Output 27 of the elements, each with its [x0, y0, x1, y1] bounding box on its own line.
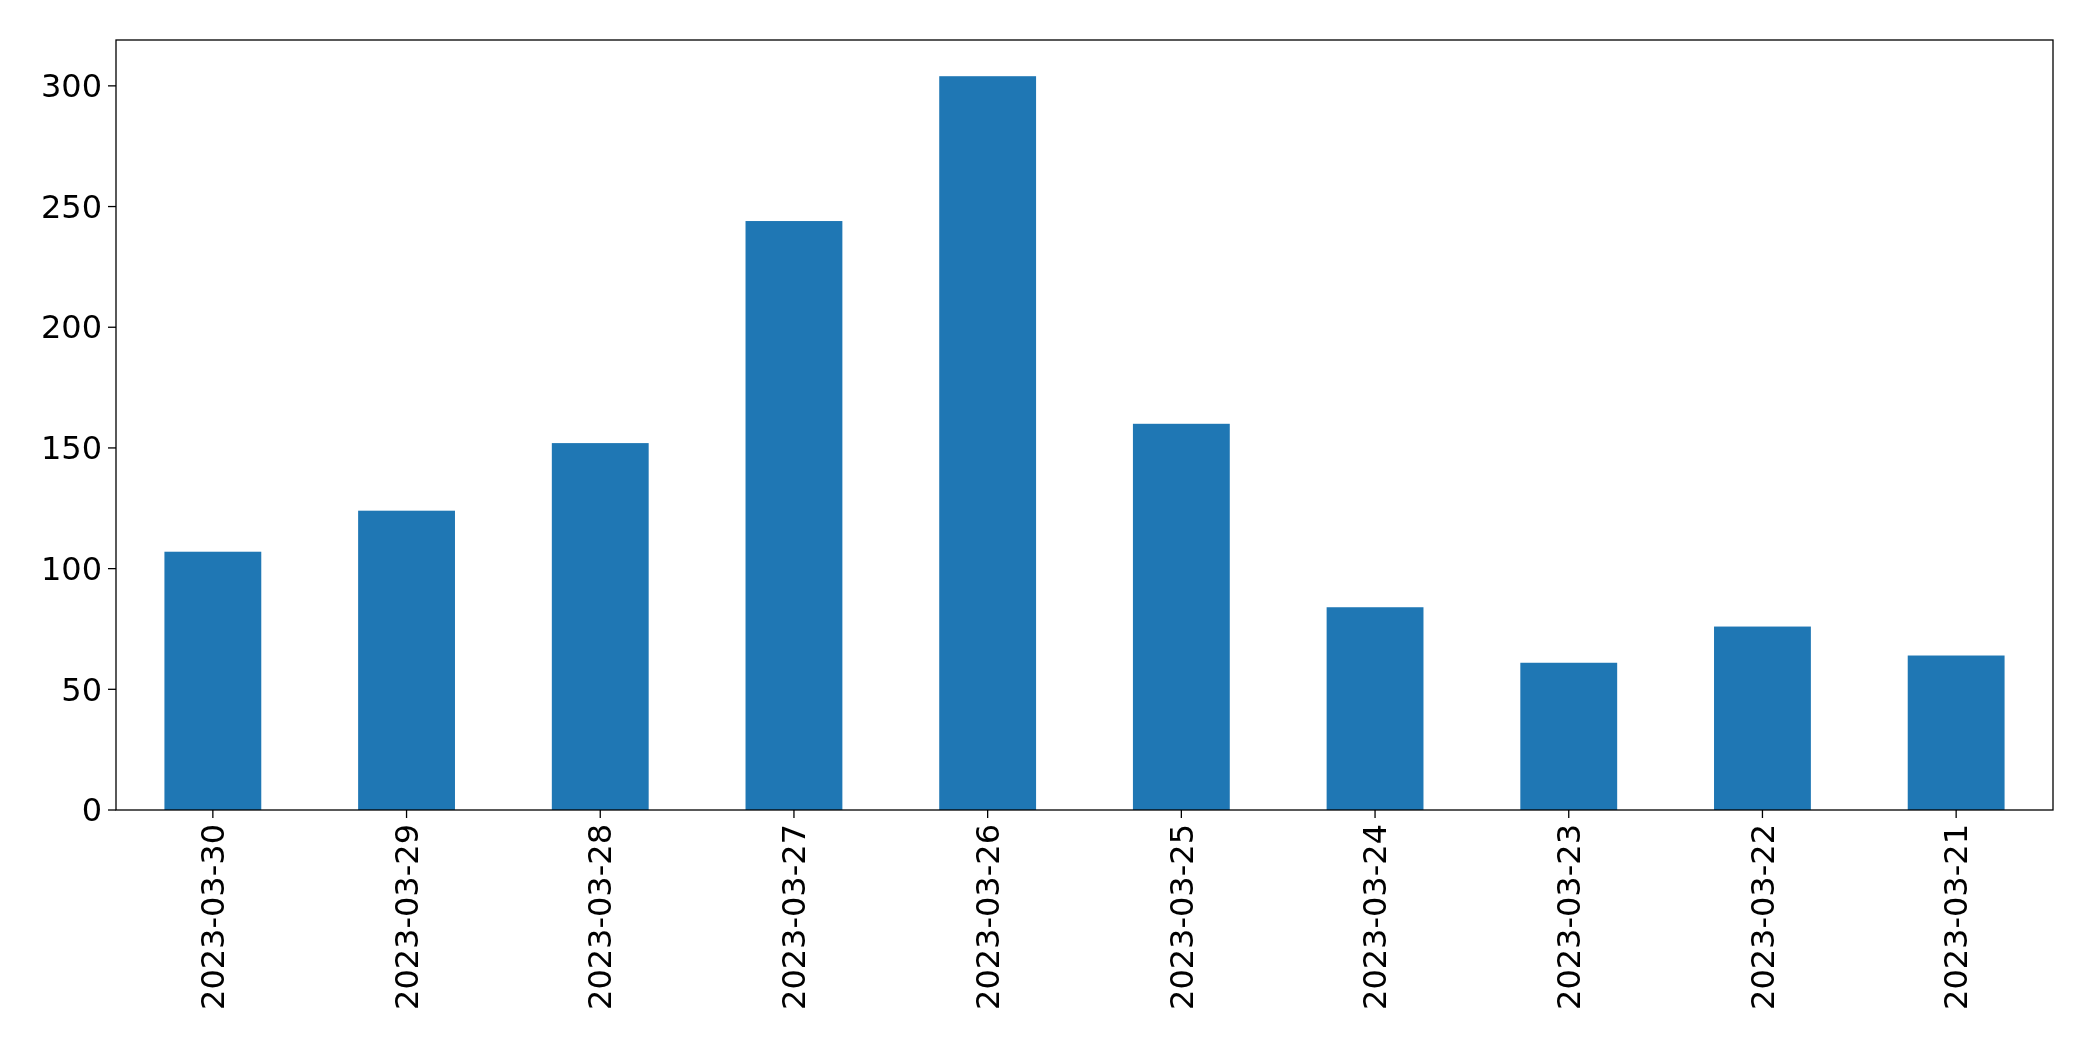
x-tick-label: 2023-03-26 — [968, 824, 1007, 1010]
x-tick-label: 2023-03-22 — [1743, 824, 1782, 1010]
bar — [164, 551, 262, 810]
x-tick-label: 2023-03-25 — [1162, 824, 1201, 1010]
bar — [1132, 423, 1230, 810]
x-tick-label: 2023-03-24 — [1356, 824, 1395, 1010]
x-tick-label: 2023-03-30 — [194, 824, 233, 1010]
x-tick-label: 2023-03-29 — [387, 824, 426, 1010]
bar — [1520, 662, 1618, 810]
bar — [1714, 626, 1811, 810]
y-tick-label: 300 — [40, 67, 102, 106]
bar — [1907, 655, 2005, 810]
bar — [1326, 607, 1424, 810]
y-tick-label: 50 — [61, 670, 102, 709]
bar — [551, 443, 649, 810]
y-tick-label: 200 — [40, 308, 102, 347]
x-tick-label: 2023-03-23 — [1549, 824, 1588, 1010]
y-tick-label: 100 — [40, 549, 102, 588]
x-tick-label: 2023-03-21 — [1937, 824, 1976, 1010]
x-tick-label: 2023-03-27 — [775, 824, 814, 1010]
bar — [358, 510, 455, 810]
y-tick-label: 250 — [40, 187, 102, 226]
bar — [939, 76, 1037, 810]
x-tick-label: 2023-03-28 — [581, 824, 620, 1010]
y-tick-label: 150 — [40, 429, 102, 468]
bar — [745, 221, 843, 810]
y-tick-label: 0 — [81, 791, 102, 830]
